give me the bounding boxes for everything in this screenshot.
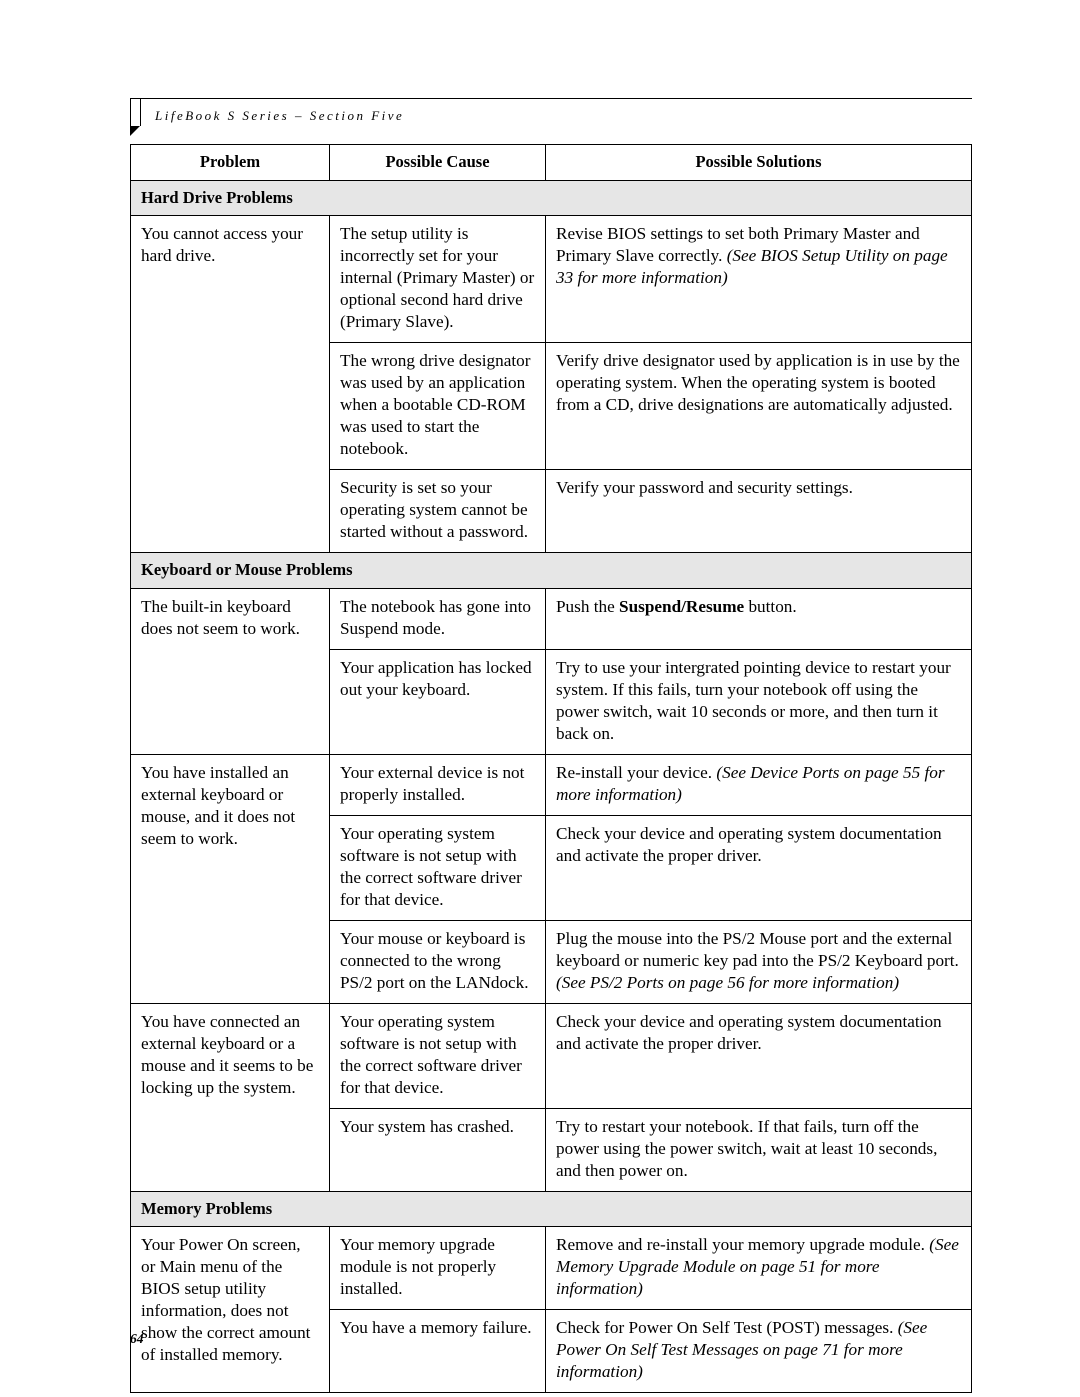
solution-cell: Check your device and operating system d…	[546, 815, 972, 920]
section-row: Hard Drive Problems	[131, 181, 972, 216]
solution-cell: Verify your password and security settin…	[546, 470, 972, 553]
cause-cell: Your operating system software is not se…	[330, 815, 546, 920]
table-row: You cannot access your hard drive.The se…	[131, 216, 972, 343]
problem-cell: You cannot access your hard drive.	[131, 216, 330, 553]
header-rule	[130, 98, 972, 99]
table-row: The built-in keyboard does not seem to w…	[131, 588, 972, 649]
table-header-row: Problem Possible Cause Possible Solution…	[131, 145, 972, 181]
col-header-solution: Possible Solutions	[546, 145, 972, 181]
section-row: Memory Problems	[131, 1191, 972, 1226]
cause-cell: The wrong drive designator was used by a…	[330, 343, 546, 470]
solution-cell: Remove and re-install your memory upgrad…	[546, 1226, 972, 1309]
tab-mark-icon	[130, 98, 150, 138]
table-row: You have connected an external keyboard …	[131, 1003, 972, 1108]
cause-cell: Your operating system software is not se…	[330, 1003, 546, 1108]
problem-cell: The built-in keyboard does not seem to w…	[131, 588, 330, 754]
cause-cell: Your system has crashed.	[330, 1108, 546, 1191]
solution-cell: Verify drive designator used by applicat…	[546, 343, 972, 470]
cause-cell: Your mouse or keyboard is connected to t…	[330, 920, 546, 1003]
cause-cell: Security is set so your operating system…	[330, 470, 546, 553]
col-header-problem: Problem	[131, 145, 330, 181]
solution-cell: Push the Suspend/Resume button.	[546, 588, 972, 649]
table-row: You have installed an external keyboard …	[131, 754, 972, 815]
cause-cell: Your application has locked out your key…	[330, 649, 546, 754]
cause-cell: The setup utility is incorrectly set for…	[330, 216, 546, 343]
section-row: Keyboard or Mouse Problems	[131, 553, 972, 588]
cause-cell: Your memory upgrade module is not proper…	[330, 1226, 546, 1309]
problem-cell: You have connected an external keyboard …	[131, 1003, 330, 1191]
section-title: Hard Drive Problems	[131, 181, 972, 216]
problem-cell: Your Power On screen, or Main menu of th…	[131, 1226, 330, 1392]
document-page: LifeBook S Series – Section Five Problem…	[0, 0, 1080, 1397]
cause-cell: Your external device is not properly ins…	[330, 754, 546, 815]
solution-cell: Plug the mouse into the PS/2 Mouse port …	[546, 920, 972, 1003]
solution-cell: Try to use your intergrated pointing dev…	[546, 649, 972, 754]
problem-cell: You have installed an external keyboard …	[131, 754, 330, 1003]
solution-cell: Revise BIOS settings to set both Primary…	[546, 216, 972, 343]
col-header-cause: Possible Cause	[330, 145, 546, 181]
table-row: Your Power On screen, or Main menu of th…	[131, 1226, 972, 1309]
page-number: 64	[130, 1331, 144, 1347]
solution-cell: Try to restart your notebook. If that fa…	[546, 1108, 972, 1191]
solution-cell: Check for Power On Self Test (POST) mess…	[546, 1310, 972, 1393]
section-title: Memory Problems	[131, 1191, 972, 1226]
cause-cell: The notebook has gone into Suspend mode.	[330, 588, 546, 649]
section-title: Keyboard or Mouse Problems	[131, 553, 972, 588]
solution-cell: Re-install your device. (See Device Port…	[546, 754, 972, 815]
running-header: LifeBook S Series – Section Five	[155, 108, 404, 124]
troubleshooting-table: Problem Possible Cause Possible Solution…	[130, 144, 972, 1393]
cause-cell: You have a memory failure.	[330, 1310, 546, 1393]
solution-cell: Check your device and operating system d…	[546, 1003, 972, 1108]
